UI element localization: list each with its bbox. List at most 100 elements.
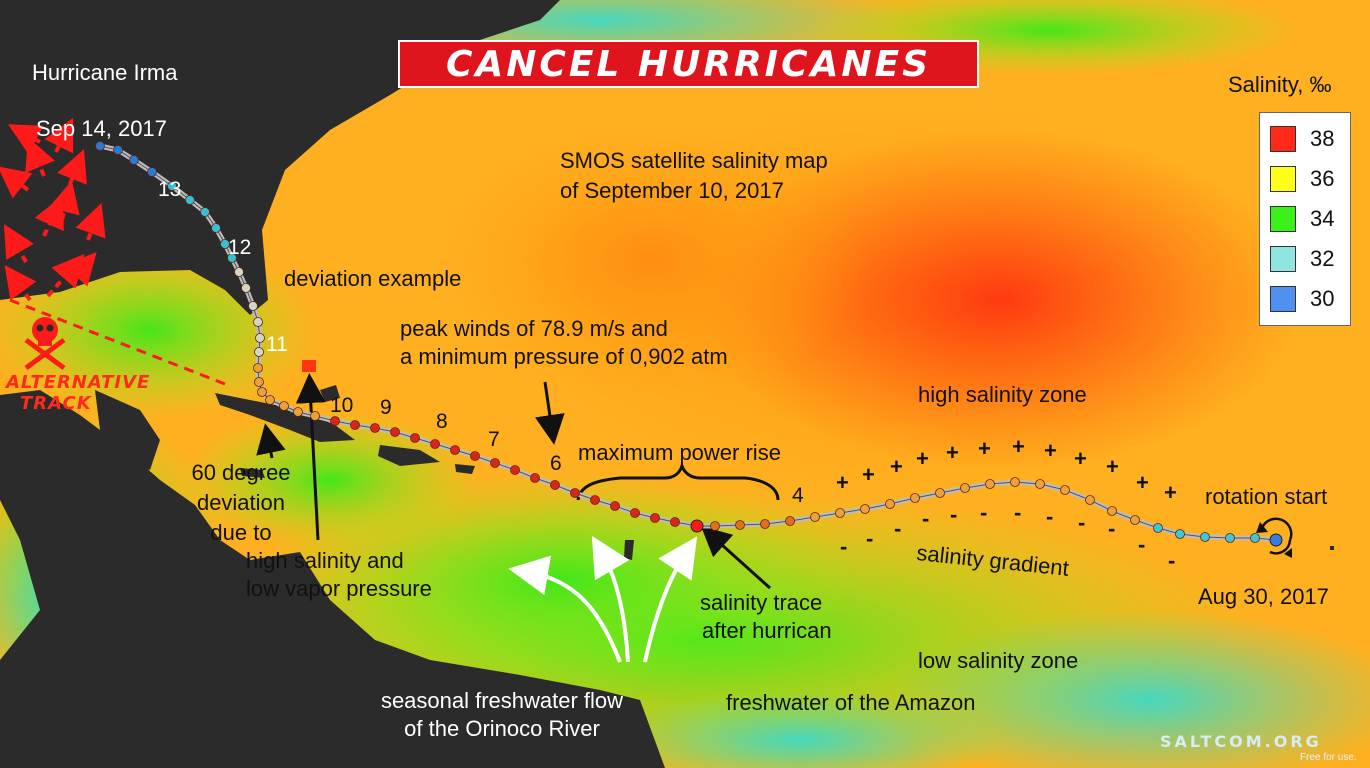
track-point [810, 512, 820, 522]
track-point [1130, 515, 1140, 525]
plus-sign: + [1012, 434, 1025, 459]
track-point [279, 401, 289, 411]
track-point [293, 407, 303, 417]
track-point [935, 488, 945, 498]
alternative-arrow [44, 117, 74, 154]
deviation-example-label: deviation example [284, 266, 462, 291]
track-point [1035, 479, 1045, 489]
orinoco-line1: seasonal freshwater flow [380, 688, 624, 713]
track-point [185, 195, 195, 205]
hot-spot [302, 360, 316, 372]
track-point [330, 416, 340, 426]
track-point [310, 411, 320, 421]
gradient-signs: + + + + + + + + + ++ +- - - - - - - - - --- [836, 434, 1177, 573]
low-zone-label: low salinity zone [918, 648, 1079, 673]
track-point [835, 508, 845, 518]
peak-winds-line2: a minimum pressure of 0,902 atm [400, 344, 728, 369]
alternative-arrow [57, 149, 87, 185]
deviation-arrow [256, 423, 286, 459]
alternative-arrow [63, 252, 97, 287]
alternative-arrow [34, 195, 64, 237]
map-caption-line1: SMOS satellite salinity map [560, 148, 828, 173]
plus-sign: + [1136, 470, 1149, 495]
high-zone-label: high salinity zone [918, 382, 1087, 407]
yucatan-land [95, 390, 160, 470]
minus-sign: - [894, 516, 901, 541]
caribbean-green [180, 410, 480, 550]
track-point [590, 495, 600, 505]
plus-sign: + [1164, 480, 1177, 505]
max-power-label: maximum power rise [578, 440, 781, 465]
track-point [910, 493, 920, 503]
track-point [550, 480, 560, 490]
plus-sign: + [1106, 454, 1119, 479]
track-number-11: 11 [266, 333, 288, 356]
deviation-line3: due to [210, 520, 272, 545]
track-point [570, 488, 580, 498]
legend-row: 30 [1270, 279, 1350, 319]
orinoco-line2: of the Orinoco River [404, 716, 600, 741]
track-point [1225, 533, 1235, 543]
legend-row: 32 [1270, 239, 1350, 279]
plus-sign: + [978, 436, 991, 461]
legend-row: 36 [1270, 159, 1350, 199]
legend-value: 30 [1310, 286, 1335, 311]
track-number-8: 8 [436, 410, 448, 433]
salinity-reason-line2: low vapor pressure [246, 576, 432, 601]
track-point [1107, 506, 1117, 516]
track-point [211, 223, 221, 233]
track-point [1060, 485, 1070, 495]
warm-region-west [430, 120, 870, 400]
track-point [254, 347, 264, 357]
track-point [710, 521, 720, 531]
track-point [255, 333, 265, 343]
track-point [610, 501, 620, 511]
amazon-label: freshwater of the Amazon [726, 690, 976, 715]
track-point [167, 181, 177, 191]
freshwater-arrow-1 [508, 555, 622, 663]
track-point [234, 267, 244, 277]
track-point [510, 465, 520, 475]
plus-sign: + [916, 446, 929, 471]
track-point [630, 508, 640, 518]
islet-land [1330, 546, 1334, 550]
rotation-start-label: rotation start [1205, 484, 1328, 509]
track-point [95, 141, 105, 151]
track-point [248, 301, 258, 311]
alternative-arrow [48, 180, 80, 221]
track-number-9: 9 [380, 396, 392, 419]
legend-swatch [1270, 246, 1296, 272]
skull-icon [24, 317, 66, 371]
track-point [1200, 532, 1210, 542]
salinity-reason-line1: high salinity and [246, 548, 404, 573]
track-point [530, 473, 540, 483]
track-point [129, 155, 139, 165]
freshwater-arrow-2 [591, 535, 630, 663]
freshwater-arrow-3 [643, 536, 698, 663]
alternative-line1: ALTERNATIVE [6, 372, 151, 393]
alternative-arrow [8, 124, 44, 154]
trace-line2: after hurrican [702, 618, 832, 643]
max-power-bracket [576, 461, 780, 501]
minus-sign: - [840, 534, 847, 559]
amazon-plume [890, 610, 1370, 768]
minus-sign: - [1138, 532, 1145, 557]
banner: CANCEL HURRICANES [398, 40, 979, 88]
track-point [1010, 477, 1020, 487]
track-point [785, 516, 795, 526]
alternative-arrow [4, 265, 37, 302]
peak-winds-line1: peak winds of 78.9 m/s and [400, 316, 668, 341]
deviation-line1: 60 degree [191, 460, 291, 485]
trace-arrow [700, 525, 772, 590]
track-point [253, 317, 263, 327]
alternative-track-line [9, 298, 226, 386]
plus-sign: + [890, 454, 903, 479]
minus-sign: - [1078, 510, 1085, 535]
legend-swatch [1270, 126, 1296, 152]
alternative-arrow [25, 137, 55, 177]
plus-sign: + [946, 440, 959, 465]
hurricane-track-points [95, 141, 1283, 547]
track-number-7: 7 [488, 428, 500, 451]
